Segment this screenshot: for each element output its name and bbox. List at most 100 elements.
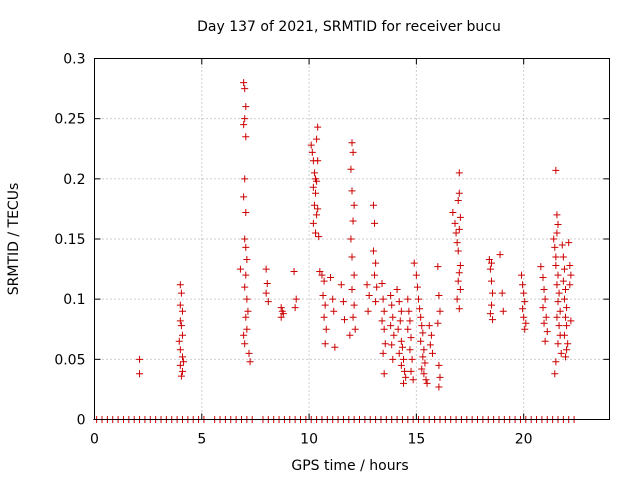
data-point [567,317,575,325]
data-point [406,346,414,354]
data-point [379,349,387,357]
data-point [279,310,287,318]
data-point [555,322,563,330]
data-point [314,123,322,131]
data-point [380,325,388,333]
data-point [175,337,183,345]
data-point [400,379,407,387]
data-point [419,329,427,337]
x-tick-label: 15 [407,432,425,448]
data-point [277,313,285,321]
data-point [485,255,493,263]
data-point [380,370,388,378]
data-point [241,235,249,243]
data-point [407,334,415,342]
data-point [520,289,528,297]
data-point [521,298,529,306]
data-point [378,317,386,325]
data-point [417,313,425,321]
data-point [371,219,379,227]
data-point [387,322,395,330]
data-point [330,307,338,315]
data-point [422,376,430,384]
data-point [292,295,300,303]
data-point [349,217,357,225]
data-point [421,359,429,367]
data-point [242,271,250,279]
data-point [521,325,529,333]
data-point [520,313,528,321]
data-point [243,255,251,263]
data-point [407,367,415,375]
data-point [178,307,186,315]
data-point [454,247,462,255]
data-point [277,304,285,312]
data-point [351,325,359,333]
data-point [262,265,270,273]
data-point [451,219,459,227]
data-point [409,376,417,384]
data-point [312,229,320,237]
data-point [390,331,398,339]
data-point [552,253,560,261]
data-point [242,133,250,141]
data-point [552,166,560,174]
data-point [242,209,250,217]
data-point [176,317,184,325]
data-point [290,267,298,275]
data-point [487,301,495,309]
data-point [415,295,423,303]
grid-lines [94,58,610,420]
data-point [427,331,435,339]
data-point [554,271,562,279]
data-point [562,353,570,361]
data-point [423,379,431,387]
data-point [320,277,328,285]
data-point [551,370,559,378]
data-point [176,361,184,369]
data-point [420,346,428,354]
data-point [308,148,316,156]
data-point [401,367,409,375]
data-point [307,141,315,149]
data-point [378,280,386,288]
data-point [396,317,404,325]
data-point [177,322,185,330]
data-point [136,355,144,363]
data-point [486,265,494,273]
data-point [554,221,562,229]
data-point [329,295,337,303]
data-point [372,298,380,306]
data-point [552,358,560,366]
data-point [557,349,565,357]
data-point [435,361,443,369]
data-point [177,372,185,380]
data-point [178,353,186,361]
data-point [406,317,414,325]
data-point [369,201,377,209]
data-point [566,261,574,269]
data-point [365,292,373,300]
data-point [340,316,348,324]
data-point [434,263,442,271]
data-point [397,361,405,369]
x-tick-label: 10 [300,432,318,448]
data-point [454,196,462,204]
data-point [555,289,563,297]
data-point [428,349,436,357]
x-tick-label: 5 [197,432,206,448]
data-point [176,301,184,309]
data-point [313,135,321,143]
data-point [313,211,321,219]
data-point [426,341,434,349]
data-point [559,277,567,285]
data-point [456,261,464,269]
data-point [551,243,559,251]
data-point [262,289,270,297]
data-point [242,243,250,251]
data-point [537,263,545,271]
data-point [371,271,379,279]
data-point [455,169,463,177]
data-point [486,310,494,318]
data-point [540,319,548,327]
